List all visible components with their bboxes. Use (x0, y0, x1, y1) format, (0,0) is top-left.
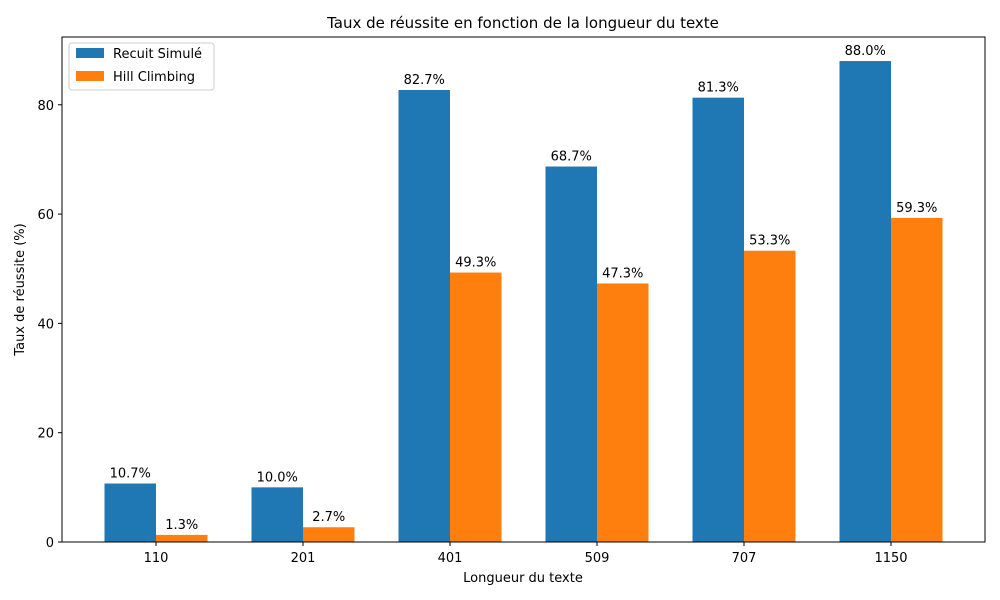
legend-box (68, 42, 215, 91)
data-label-hill-climbing-509: 47.3% (602, 266, 643, 281)
data-label-recuit-simule-401: 82.7% (404, 73, 445, 88)
x-tick-label-509: 509 (585, 551, 610, 566)
data-labels-layer: 10.7% 10.0% 82.7% 68.7% 81.3% 88.0% 1.3% 2.7% 49… (110, 44, 938, 533)
data-label-recuit-simule-707: 81.3% (698, 81, 739, 96)
x-tick-label-1150: 1150 (874, 551, 907, 566)
legend-swatch-hill-climbing (76, 71, 104, 81)
y-tick-label-40: 40 (37, 317, 54, 332)
bar-recuit-simule-509 (545, 166, 597, 542)
y-tick-label-20: 20 (37, 427, 54, 442)
legend-label-recuit-simule: Recuit Simulé (113, 47, 202, 62)
data-label-recuit-simule-509: 68.7% (551, 150, 592, 165)
data-label-hill-climbing-707: 53.3% (749, 234, 790, 249)
bar-hill-climbing-707 (744, 250, 796, 542)
x-tick-label-401: 401 (438, 551, 463, 566)
x-tick-label-707: 707 (732, 551, 757, 566)
bar-recuit-simule-110 (104, 483, 156, 542)
y-tick-label-0: 0 (46, 536, 54, 551)
x-tick-label-110: 110 (144, 551, 169, 566)
x-axis-title: Longueur du texte (463, 571, 583, 586)
legend-label-hill-climbing: Hill Climbing (113, 70, 195, 85)
x-axis: 110 201 401 509 707 1150 (144, 542, 908, 566)
bar-recuit-simule-401 (398, 90, 450, 542)
plot-frame (61, 36, 986, 543)
bar-hill-climbing-201 (303, 527, 355, 542)
bar-recuit-simule-201 (251, 487, 303, 542)
data-label-hill-climbing-401: 49.3% (455, 256, 496, 271)
y-axis: 0 20 40 60 80 (37, 99, 62, 551)
bar-hill-climbing-1150 (891, 217, 943, 542)
bar-hill-climbing-110 (156, 534, 208, 542)
data-label-hill-climbing-1150: 59.3% (896, 201, 937, 216)
legend: Recuit Simulé Hill Climbing (68, 42, 215, 91)
data-label-recuit-simule-201: 10.0% (257, 470, 298, 485)
bar-hill-climbing-401 (450, 272, 502, 542)
data-label-recuit-simule-110: 10.7% (110, 467, 151, 482)
bar-recuit-simule-1150 (839, 61, 891, 543)
x-tick-label-201: 201 (291, 551, 316, 566)
y-axis-title: Taux de réussite (%) (13, 223, 28, 356)
data-label-hill-climbing-110: 1.3% (165, 518, 198, 533)
data-label-recuit-simule-1150: 88.0% (845, 44, 886, 59)
bars-layer (104, 61, 943, 543)
bar-recuit-simule-707 (692, 97, 744, 542)
chart-title: Taux de réussite en fonction de la longu… (326, 14, 719, 32)
bar-hill-climbing-509 (597, 283, 649, 542)
data-label-hill-climbing-201: 2.7% (312, 510, 345, 525)
legend-swatch-recuit-simule (76, 48, 104, 58)
y-tick-label-80: 80 (37, 99, 54, 114)
y-tick-label-60: 60 (37, 208, 54, 223)
